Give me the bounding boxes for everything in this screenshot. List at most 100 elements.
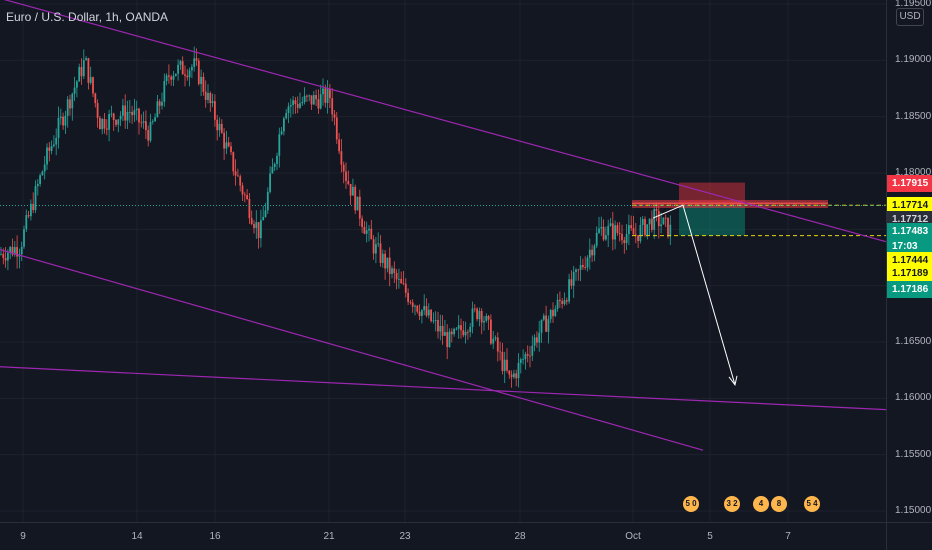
candle	[131, 105, 133, 124]
candle-body	[94, 93, 97, 104]
candle-body	[193, 58, 196, 67]
candle	[285, 108, 288, 120]
candle	[165, 73, 168, 86]
candle-body	[616, 225, 619, 233]
candle	[595, 226, 598, 249]
candle	[197, 58, 200, 86]
candle	[271, 158, 274, 174]
candle	[41, 170, 44, 176]
candle-body	[243, 194, 246, 196]
price-tag: 1.17444	[887, 251, 932, 269]
candle	[161, 92, 163, 110]
candle-body	[648, 218, 651, 225]
candle-body	[381, 253, 384, 263]
candle-body	[301, 102, 304, 104]
candle	[664, 214, 667, 228]
candle-body	[533, 337, 536, 346]
candle	[39, 173, 41, 187]
candle	[255, 210, 258, 239]
candle-body	[524, 354, 527, 360]
projection-arrow-line	[682, 205, 736, 385]
candle-body	[89, 77, 92, 83]
candle	[142, 111, 145, 129]
candle-body	[202, 76, 205, 92]
candle	[404, 278, 407, 298]
candle	[653, 204, 656, 239]
candle	[391, 265, 393, 279]
candle	[393, 261, 396, 284]
candle	[492, 330, 495, 349]
candle	[124, 94, 127, 129]
candle	[59, 108, 62, 125]
candle	[632, 215, 635, 235]
candle-body	[570, 279, 573, 286]
price-tag: 1.17189	[887, 265, 932, 283]
candle-body	[450, 331, 453, 335]
candle-body	[657, 210, 660, 227]
candle-body	[32, 203, 35, 211]
candle	[450, 328, 453, 343]
candle-body	[11, 246, 14, 255]
candle-body	[340, 151, 343, 165]
candle-body	[82, 60, 85, 77]
candle	[347, 170, 350, 186]
economic-event-icon[interactable]: 8	[771, 496, 787, 512]
candle	[23, 225, 25, 249]
candle-body	[487, 315, 490, 320]
candle-body	[388, 257, 391, 274]
candle-body	[423, 306, 426, 311]
candle	[591, 244, 593, 263]
candle-body	[595, 232, 598, 246]
candle-body	[36, 183, 39, 187]
candle	[110, 105, 113, 118]
candle-body	[646, 224, 649, 236]
candle	[356, 196, 359, 211]
economic-event-icon[interactable]: 5 0	[683, 496, 699, 512]
candle-body	[76, 81, 78, 88]
candle-body	[4, 258, 7, 261]
candle	[634, 223, 637, 244]
candle-body	[457, 325, 460, 329]
upper-channel-line	[3, 0, 887, 243]
candle	[16, 235, 18, 269]
symbol-title[interactable]: Euro / U.S. Dollar, 1h, OANDA	[6, 10, 169, 24]
candle-body	[122, 105, 124, 116]
candle-body	[653, 209, 656, 230]
candle	[246, 188, 248, 201]
candle-body	[607, 225, 610, 236]
candle-body	[448, 331, 451, 348]
candle-body	[345, 171, 347, 181]
candle-body	[112, 113, 115, 121]
candle	[227, 136, 230, 148]
candle-body	[510, 374, 513, 378]
candle-body	[232, 152, 235, 172]
candle-body	[467, 331, 469, 333]
economic-event-icon[interactable]: 4	[753, 496, 769, 512]
candle	[522, 349, 524, 365]
candle-body	[563, 300, 566, 304]
candle	[526, 345, 529, 363]
candle	[478, 307, 481, 327]
candle-body	[133, 110, 136, 116]
candle-body	[379, 243, 382, 263]
candle-body	[641, 219, 644, 225]
candle-body	[639, 224, 642, 241]
candle-body	[48, 147, 51, 151]
candle	[27, 210, 30, 219]
economic-event-icon[interactable]: 5 4	[804, 496, 820, 512]
candle	[414, 304, 416, 316]
candle-body	[237, 175, 239, 177]
candle-body	[119, 115, 122, 120]
candle-body	[156, 101, 159, 118]
candle	[651, 210, 653, 233]
currency-button[interactable]: USD	[896, 8, 924, 26]
candle	[621, 224, 623, 245]
candle	[496, 332, 499, 362]
candle	[471, 301, 474, 334]
economic-event-icon[interactable]: 3 2	[724, 496, 740, 512]
candle	[381, 249, 384, 268]
candle	[94, 92, 97, 108]
candle	[625, 223, 628, 251]
candle	[453, 327, 455, 337]
